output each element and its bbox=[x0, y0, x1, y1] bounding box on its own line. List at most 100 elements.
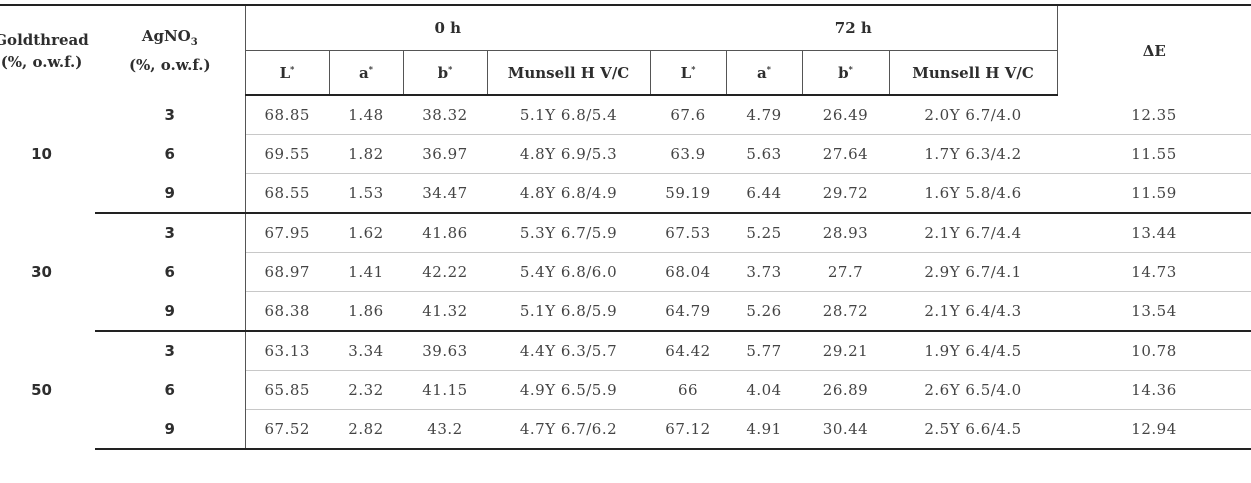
group-goldthread-50: 50 3 63.13 3.34 39.63 4.4Y 6.3/5.7 64.42… bbox=[0, 331, 1251, 450]
cell-b0: 39.63 bbox=[422, 342, 468, 360]
table-row: 6 65.85 2.32 41.15 4.9Y 6.5/5.9 66 4.04 … bbox=[0, 370, 1251, 410]
cell-munsell72: 2.9Y 6.7/4.1 bbox=[889, 252, 1058, 292]
agno3-value: 9 bbox=[95, 291, 245, 332]
table-row: 6 68.97 1.41 42.22 5.4Y 6.8/6.0 68.04 3.… bbox=[0, 252, 1251, 292]
table-row: 9 68.38 1.86 41.32 5.1Y 6.8/5.9 64.79 5.… bbox=[0, 291, 1251, 332]
cell-b0: 36.97 bbox=[403, 134, 487, 174]
cell-munsell72: 2.6Y 6.5/4.0 bbox=[889, 370, 1058, 410]
cell-munsell72: 1.9Y 6.4/4.5 bbox=[924, 342, 1022, 360]
cell-L72: 63.9 bbox=[650, 134, 727, 174]
color-measurement-table: Goldthread (%, o.w.f.) AgNO3 (%, o.w.f.) 0… bbox=[0, 4, 1251, 450]
col-header-b-0h: b* bbox=[402, 50, 487, 96]
cell-a72: 5.63 bbox=[726, 134, 803, 174]
cell-delta-e: 11.55 bbox=[1057, 134, 1251, 174]
table-row: 50 3 63.13 3.34 39.63 4.4Y 6.3/5.7 64.42… bbox=[0, 331, 1251, 399]
col-header-b-72h: b* bbox=[801, 50, 890, 96]
cell-a72: 4.04 bbox=[726, 370, 803, 410]
goldthread-value: 50 bbox=[31, 381, 52, 399]
col-header-L-72h: L* bbox=[649, 50, 727, 96]
agno3-value: 3 bbox=[164, 224, 175, 243]
col-header-L-0h: L* bbox=[244, 50, 329, 96]
table-row: 6 69.55 1.82 36.97 4.8Y 6.9/5.3 63.9 5.6… bbox=[0, 134, 1251, 174]
cell-a72: 5.77 bbox=[746, 342, 782, 360]
cell-b72: 28.93 bbox=[822, 224, 869, 242]
group-header-72h: 72 h bbox=[650, 5, 1058, 51]
cell-b72: 27.64 bbox=[802, 134, 890, 174]
cell-b72: 29.72 bbox=[802, 173, 890, 214]
cell-L72: 64.79 bbox=[650, 291, 727, 332]
cell-L72: 59.19 bbox=[650, 173, 727, 214]
agno3-value: 9 bbox=[95, 173, 245, 214]
cell-L72: 67.6 bbox=[670, 106, 706, 124]
goldthread-value: 30 bbox=[31, 263, 52, 281]
cell-munsell72: 2.1Y 6.4/4.3 bbox=[889, 291, 1058, 332]
cell-L0: 65.85 bbox=[244, 370, 329, 410]
agno3-value: 6 bbox=[164, 263, 175, 281]
cell-a72: 3.73 bbox=[726, 252, 803, 292]
col-header-a-0h: a* bbox=[328, 50, 403, 96]
cell-b72: 30.44 bbox=[802, 409, 890, 450]
cell-L0: 69.55 bbox=[244, 134, 329, 174]
cell-a72: 4.79 bbox=[746, 106, 782, 124]
table-row: 9 68.55 1.53 34.47 4.8Y 6.8/4.9 59.19 6.… bbox=[0, 173, 1251, 214]
group-goldthread-30: 30 3 67.95 1.62 41.86 5.3Y 6.7/5.9 67.53… bbox=[0, 213, 1251, 332]
cell-L0: 67.95 bbox=[244, 213, 329, 253]
table-row: 9 67.52 2.82 43.2 4.7Y 6.7/6.2 67.12 4.9… bbox=[0, 409, 1251, 450]
cell-b72: 26.49 bbox=[822, 106, 869, 124]
cell-b0: 42.22 bbox=[403, 252, 487, 292]
cell-delta-e: 13.44 bbox=[1131, 224, 1177, 242]
cell-L72: 64.42 bbox=[665, 342, 711, 360]
cell-a0: 1.86 bbox=[329, 291, 403, 332]
cell-a0: 1.48 bbox=[348, 106, 384, 124]
cell-L0: 68.97 bbox=[244, 252, 329, 292]
cell-a0: 2.82 bbox=[329, 409, 403, 450]
cell-b0: 41.32 bbox=[403, 291, 487, 332]
cell-munsell0: 5.1Y 6.8/5.4 bbox=[519, 106, 618, 124]
cell-munsell0: 4.8Y 6.8/4.9 bbox=[487, 173, 651, 214]
cell-b72: 29.21 bbox=[822, 342, 869, 360]
cell-delta-e: 11.59 bbox=[1057, 173, 1251, 214]
cell-delta-e: 10.78 bbox=[1131, 342, 1177, 360]
agno3-header: AgNO3 (%, o.w.f.) bbox=[128, 27, 211, 74]
cell-L72: 67.12 bbox=[650, 409, 727, 450]
cell-b0: 38.32 bbox=[422, 106, 468, 124]
agno3-value: 6 bbox=[164, 145, 175, 163]
cell-L0: 68.85 bbox=[244, 95, 329, 135]
cell-munsell72: 2.1Y 6.7/4.4 bbox=[924, 224, 1022, 242]
agno3-value: 9 bbox=[95, 409, 245, 450]
cell-b72: 27.7 bbox=[802, 252, 890, 292]
table-header: Goldthread (%, o.w.f.) AgNO3 (%, o.w.f.) 0… bbox=[0, 5, 1251, 96]
cell-a72: 4.91 bbox=[726, 409, 803, 450]
cell-b0: 41.15 bbox=[403, 370, 487, 410]
cell-a0: 3.34 bbox=[348, 342, 384, 360]
agno3-value: 3 bbox=[164, 342, 175, 361]
cell-L0: 63.13 bbox=[244, 331, 329, 371]
cell-munsell0: 5.4Y 6.8/6.0 bbox=[487, 252, 651, 292]
agno3-value: 3 bbox=[164, 105, 175, 124]
cell-a0: 1.53 bbox=[329, 173, 403, 214]
col-header-a-72h: a* bbox=[725, 50, 803, 96]
cell-delta-e: 14.73 bbox=[1057, 252, 1251, 292]
cell-a0: 2.32 bbox=[329, 370, 403, 410]
cell-a0: 1.62 bbox=[348, 224, 384, 242]
group-header-0h: 0 h bbox=[244, 5, 651, 51]
cell-L0: 68.38 bbox=[244, 291, 329, 332]
col-header-munsell-72h: Munsell H V/C bbox=[888, 50, 1058, 96]
cell-delta-e: 13.54 bbox=[1057, 291, 1251, 332]
goldthread-header: Goldthread (%, o.w.f.) bbox=[0, 30, 89, 71]
cell-munsell72: 1.7Y 6.3/4.2 bbox=[889, 134, 1058, 174]
cell-a72: 6.44 bbox=[726, 173, 803, 214]
cell-a0: 1.41 bbox=[329, 252, 403, 292]
cell-munsell72: 2.0Y 6.7/4.0 bbox=[924, 106, 1022, 124]
cell-munsell0: 5.3Y 6.7/5.9 bbox=[519, 224, 618, 242]
cell-L0: 68.55 bbox=[244, 173, 329, 214]
cell-b0: 43.2 bbox=[403, 409, 487, 450]
table-row: 10 3 68.85 1.48 38.32 5.1Y 6.8/5.4 67.6 … bbox=[0, 95, 1251, 163]
cell-delta-e: 12.94 bbox=[1057, 409, 1251, 450]
cell-munsell0: 4.9Y 6.5/5.9 bbox=[487, 370, 651, 410]
cell-b72: 28.72 bbox=[802, 291, 890, 332]
cell-a0: 1.82 bbox=[329, 134, 403, 174]
cell-b72: 26.89 bbox=[802, 370, 890, 410]
cell-munsell72: 1.6Y 5.8/4.6 bbox=[889, 173, 1058, 214]
cell-munsell0: 5.1Y 6.8/5.9 bbox=[487, 291, 651, 332]
